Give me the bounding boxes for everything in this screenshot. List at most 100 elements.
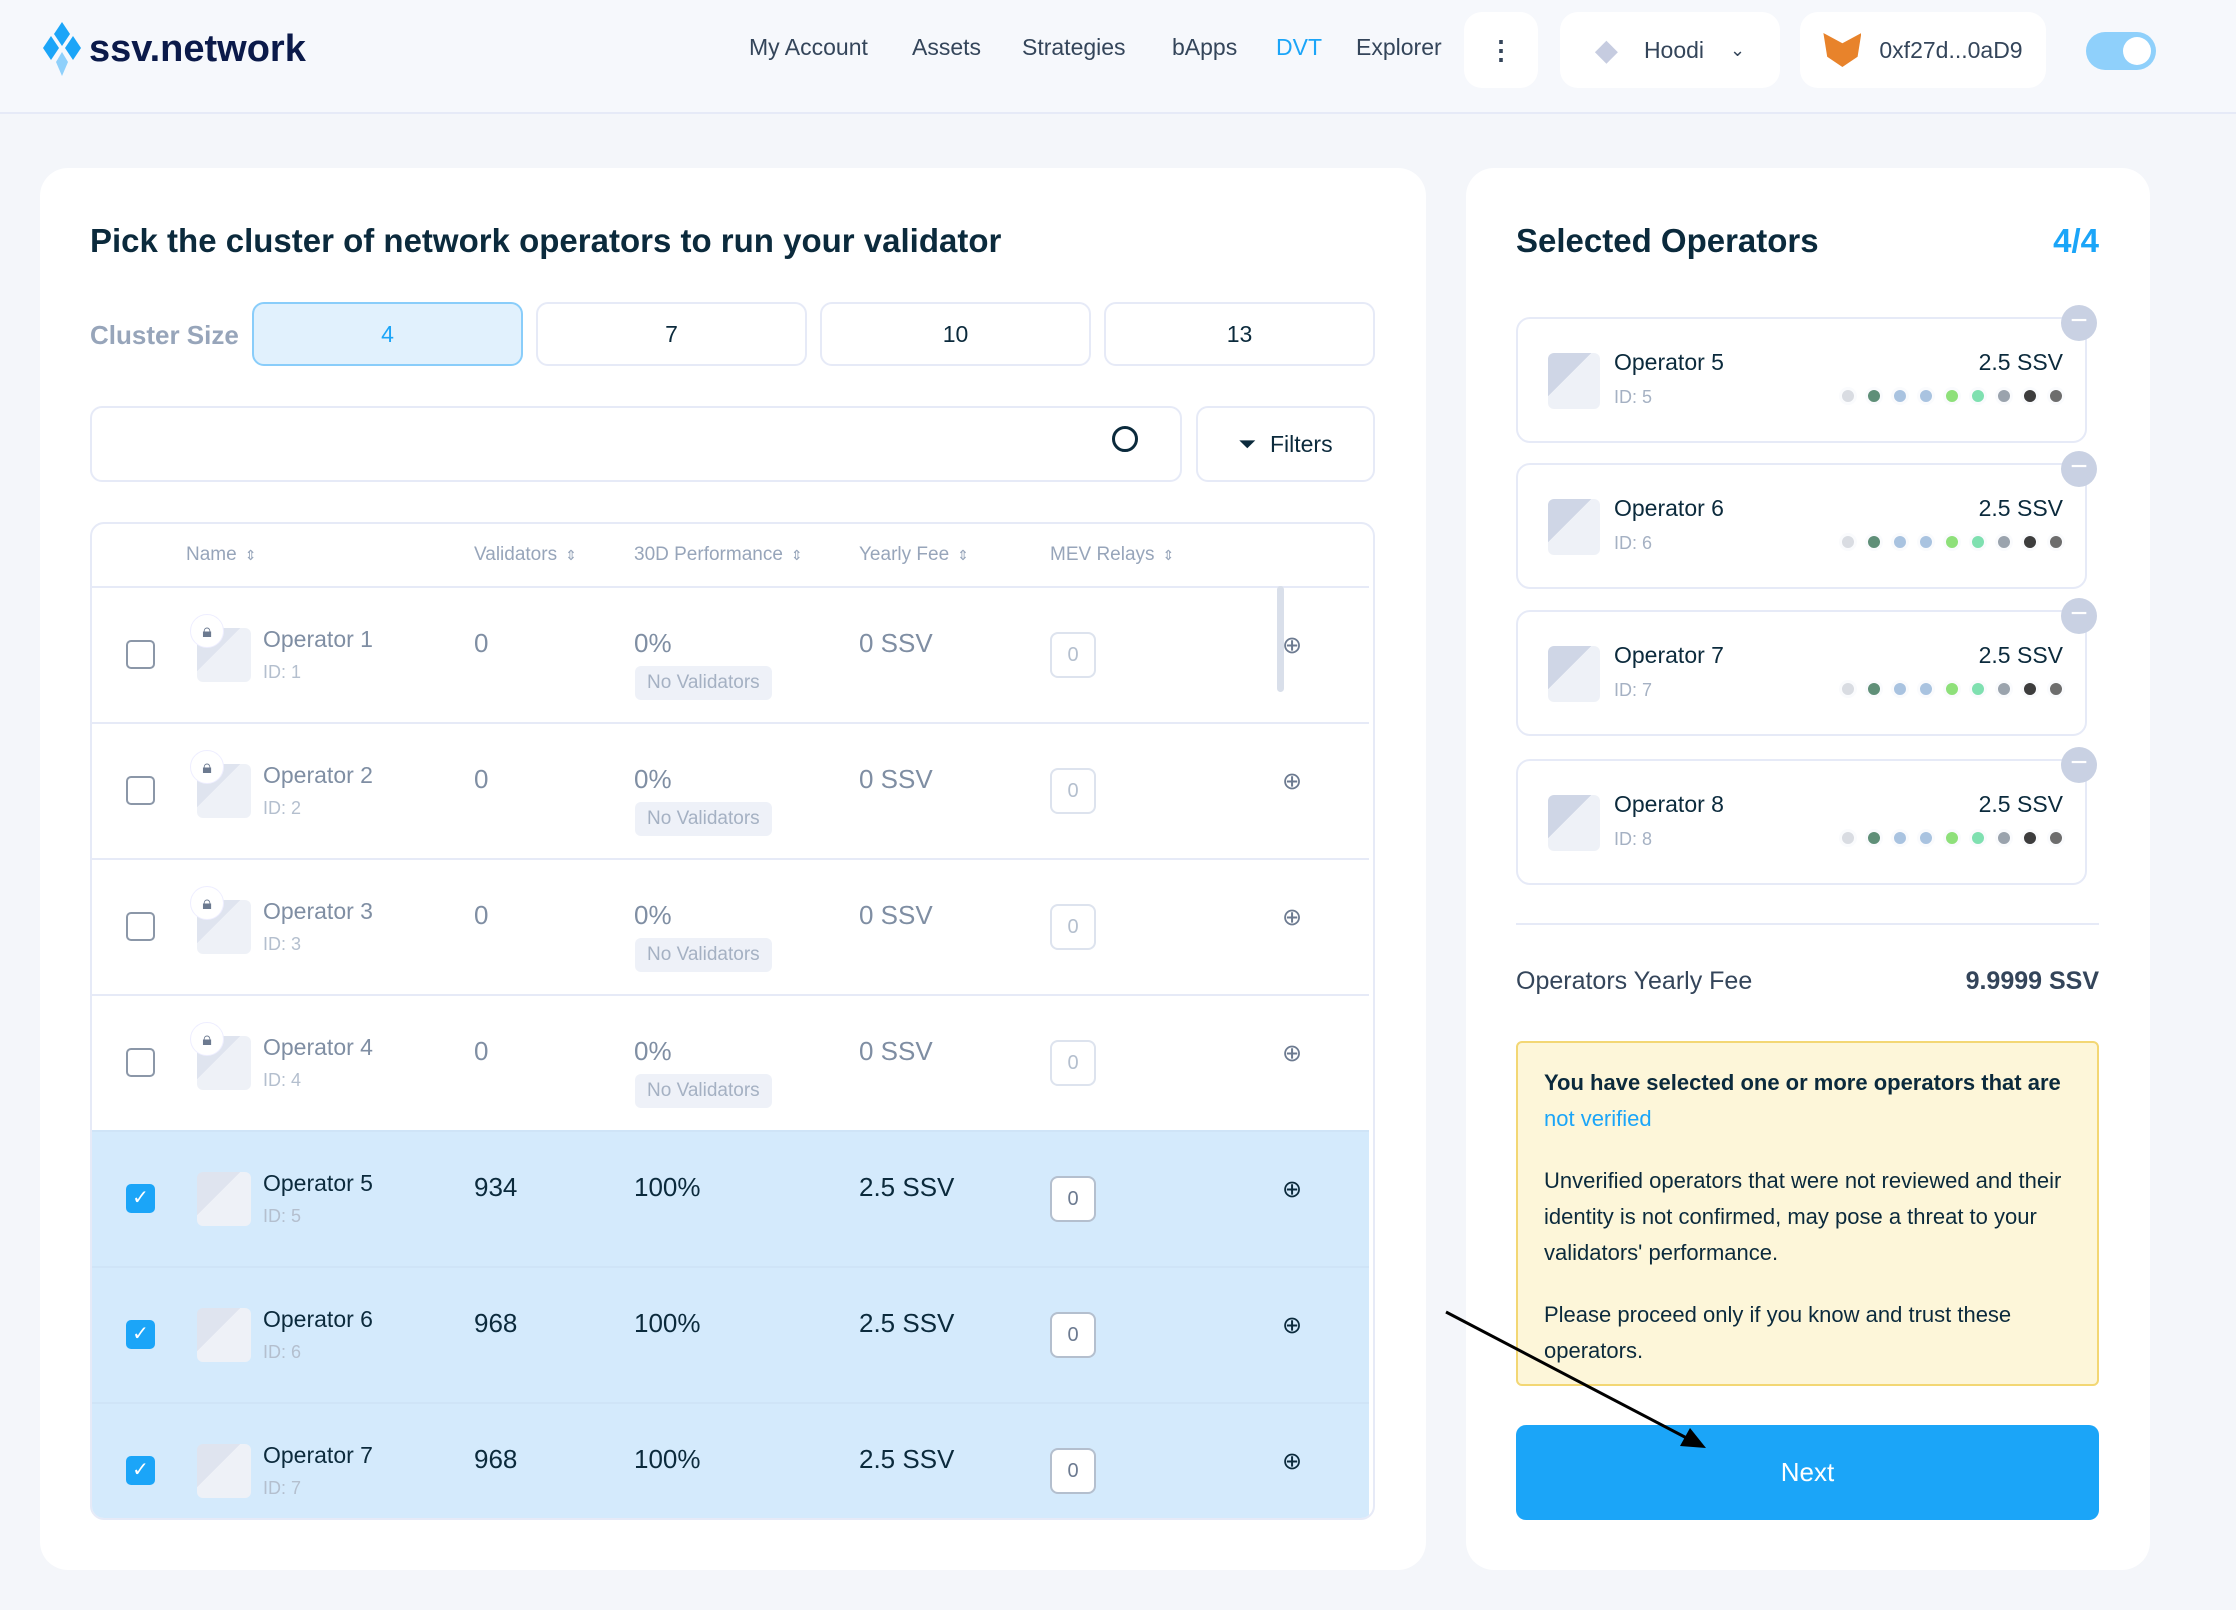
column-header[interactable]: MEV Relays ⇕ [1050,544,1174,566]
table-row[interactable]: ✓ Operator 6 ID: 6 968 100% 2.5 SSV 0 ⊕ [92,1266,1369,1402]
explorer-search-icon[interactable]: ⊕ [1281,768,1303,795]
nav-assets[interactable]: Assets [912,34,982,60]
remove-operator-button[interactable]: − [2061,598,2097,634]
nav-my-account[interactable]: My Account [749,34,868,60]
lock-icon: 🔒︎ [190,1022,224,1056]
operator-id: ID: 2 [263,798,302,818]
remove-operator-button[interactable]: − [2061,451,2097,487]
relay-icon [1995,829,2013,847]
validators-count: 0 [474,1036,489,1066]
divider [1516,923,2099,925]
relay-icon [2047,680,2065,698]
relay-icon [1995,533,2013,551]
mev-relays [1839,680,2065,698]
minus-icon: − [2070,746,2088,779]
selected-count: 4/4 [2053,222,2099,259]
mev-relays-count: 0 [1050,632,1096,678]
explorer-search-icon[interactable]: ⊕ [1281,904,1303,931]
operator-id: ID: 8 [1614,829,1653,849]
no-validators-badge: No Validators [635,1074,772,1108]
mev-relays-count: 0 [1050,1176,1096,1222]
table-row[interactable]: 🔒︎ Operator 1 ID: 1 0 0% No Validators 0… [92,586,1369,722]
lock-icon: 🔒︎ [190,750,224,784]
explorer-search-icon[interactable]: ⊕ [1281,1312,1303,1339]
operator-avatar [1548,646,1600,702]
table-row[interactable]: ✓ Operator 5 ID: 5 934 100% 2.5 SSV 0 ⊕ [92,1130,1369,1266]
column-header[interactable]: 30D Performance ⇕ [634,544,803,566]
cluster-size-13[interactable]: 13 [1104,302,1375,366]
search-input[interactable] [90,406,1182,482]
relay-icon [1969,387,1987,405]
row-checkbox[interactable] [126,776,155,805]
operator-name: Operator 2 [263,762,373,788]
more-menu-button[interactable]: ⋮ [1464,12,1538,88]
explorer-search-icon[interactable]: ⊕ [1281,1448,1303,1475]
table-row[interactable]: 🔒︎ Operator 3 ID: 3 0 0% No Validators 0… [92,858,1369,994]
nav-explorer[interactable]: Explorer [1356,34,1442,60]
search-icon[interactable] [1112,426,1138,452]
no-validators-badge: No Validators [635,938,772,972]
operator-avatar [197,1444,251,1498]
table-scrollbar[interactable] [1277,586,1284,692]
lock-icon: 🔒︎ [190,886,224,920]
yearly-fee: 2.5 SSV [859,1172,955,1202]
more-vertical-icon: ⋮ [1488,34,1514,65]
nav-bapps[interactable]: bApps [1172,34,1238,60]
wallet-button[interactable]: 0xf27d...0aD9 [1800,12,2046,88]
relay-icon [2047,387,2065,405]
relay-icon [2047,533,2065,551]
row-checkbox[interactable]: ✓ [126,1184,155,1213]
table-row[interactable]: 🔒︎ Operator 2 ID: 2 0 0% No Validators 0… [92,722,1369,858]
relay-icon [1995,680,2013,698]
filters-button[interactable]: ⏷ Filters [1196,406,1375,482]
nav-dvt[interactable]: DVT [1276,34,1322,60]
relay-icon [1943,387,1961,405]
cluster-size-10[interactable]: 10 [820,302,1091,366]
operator-avatar [1548,353,1600,409]
operator-name: Operator 8 [1614,791,1724,817]
table-row[interactable]: 🔒︎ Operator 4 ID: 4 0 0% No Validators 0… [92,994,1369,1130]
yearly-fee: 2.5 SSV [859,1308,955,1338]
column-header[interactable]: Name ⇕ [186,544,256,566]
table-row[interactable]: ✓ Operator 7 ID: 7 968 100% 2.5 SSV 0 ⊕ [92,1402,1369,1518]
mev-relays [1839,829,2065,847]
row-checkbox[interactable] [126,640,155,669]
operator-fee: 2.5 SSV [1978,349,2063,375]
explorer-search-icon[interactable]: ⊕ [1281,1040,1303,1067]
check-icon: ✓ [132,1323,149,1345]
row-checkbox[interactable] [126,912,155,941]
nav-strategies[interactable]: Strategies [1022,34,1126,60]
theme-toggle[interactable] [2086,32,2156,70]
selected-title: Selected Operators [1516,222,1819,259]
relay-icon [1917,533,1935,551]
operator-name: Operator 3 [263,898,373,924]
remove-operator-button[interactable]: − [2061,305,2097,341]
column-header[interactable]: Validators ⇕ [474,544,577,566]
relay-icon [1943,829,1961,847]
validators-count: 0 [474,628,489,658]
next-button[interactable]: Next [1516,1425,2099,1520]
cluster-size-4[interactable]: 4 [252,302,523,366]
validators-count: 0 [474,900,489,930]
minus-icon: − [2070,304,2088,337]
operator-name: Operator 7 [1614,642,1724,668]
relay-icon [1865,533,1883,551]
not-verified-link[interactable]: not verified [1544,1106,1652,1131]
explorer-search-icon[interactable]: ⊕ [1281,1176,1303,1203]
explorer-search-icon[interactable]: ⊕ [1281,632,1303,659]
fee-total: 9.9999 SSV [1965,967,2099,995]
operator-id: ID: 6 [1614,533,1653,553]
selected-operator-card: Operator 8 ID: 8 2.5 SSV [1516,759,2087,885]
ssv-logo[interactable]: ssv.network [43,22,306,76]
network-selector[interactable]: ◆ Hoodi ⌄ [1560,12,1780,88]
row-checkbox[interactable]: ✓ [126,1456,155,1485]
operator-avatar [1548,499,1600,555]
relay-icon [2021,680,2039,698]
relay-icon [1865,387,1883,405]
remove-operator-button[interactable]: − [2061,747,2097,783]
column-header[interactable]: Yearly Fee ⇕ [859,544,969,566]
cluster-size-7[interactable]: 7 [536,302,807,366]
row-checkbox[interactable] [126,1048,155,1077]
check-icon: ✓ [132,1187,149,1209]
row-checkbox[interactable]: ✓ [126,1320,155,1349]
